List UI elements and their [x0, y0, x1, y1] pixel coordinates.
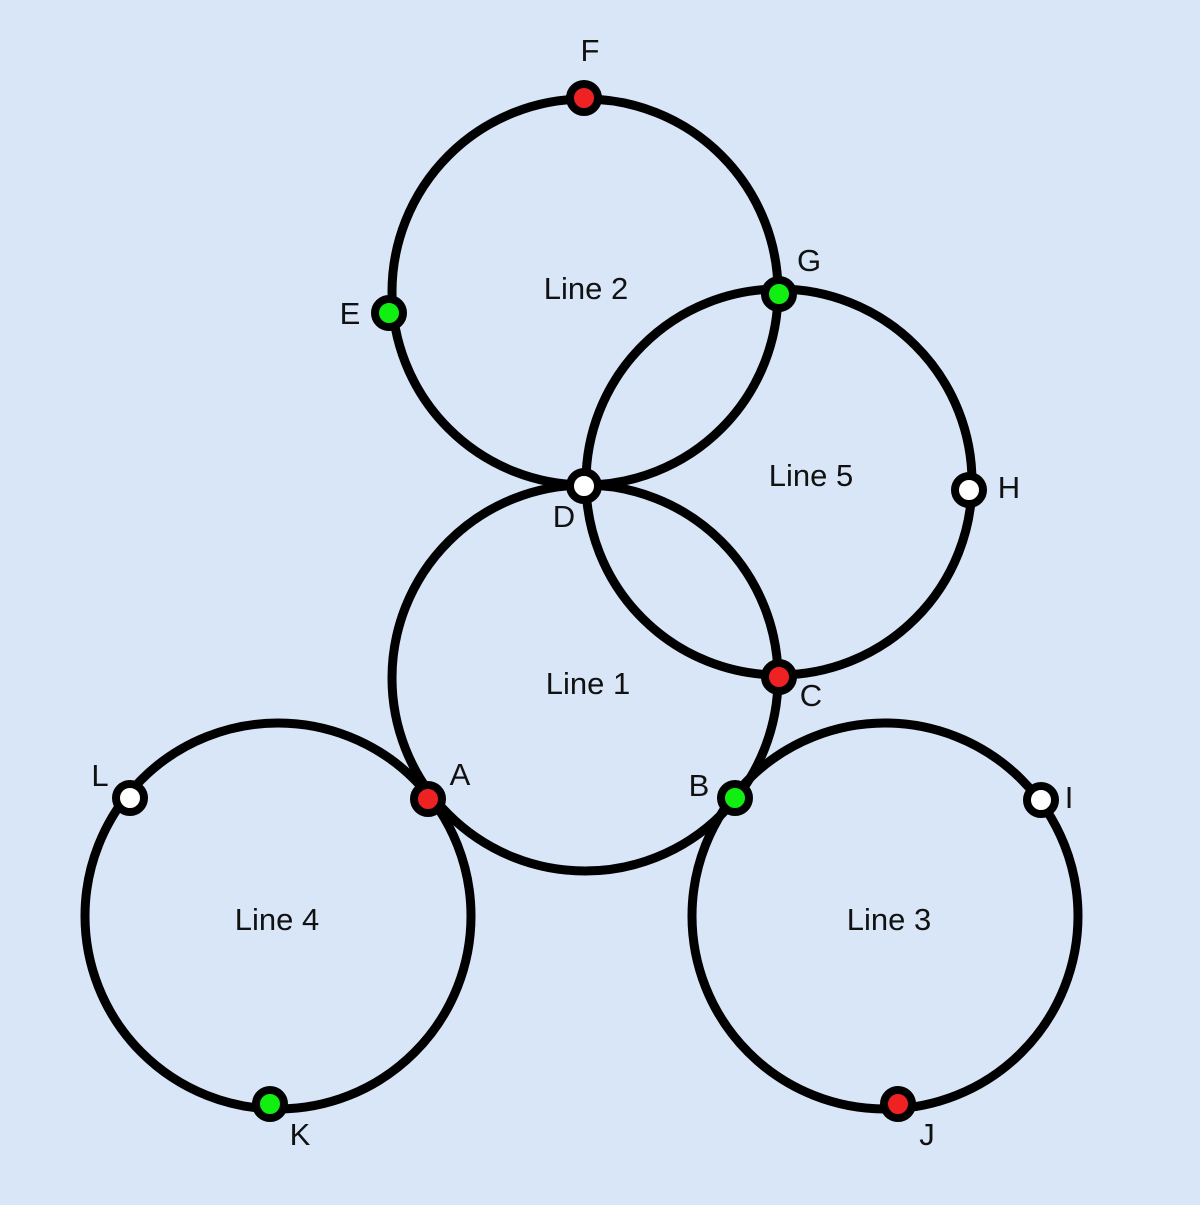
station-h[interactable]: H — [951, 470, 1020, 508]
line-3-label: Line 3 — [847, 902, 931, 937]
station-l-label: L — [91, 758, 108, 793]
stations: A B C D E F G H — [91, 33, 1073, 1152]
station-k-marker[interactable] — [252, 1086, 288, 1122]
station-c[interactable]: C — [761, 659, 822, 713]
station-a-marker[interactable] — [410, 781, 446, 817]
line-labels: Line 1 Line 2 Line 3 Line 4 Line 5 — [235, 271, 931, 937]
line-2-label: Line 2 — [544, 271, 628, 306]
station-d[interactable]: D — [553, 468, 602, 534]
station-b[interactable]: B — [689, 768, 753, 816]
station-i-label: I — [1065, 780, 1074, 815]
station-j-label: J — [919, 1117, 935, 1152]
station-l[interactable]: L — [91, 758, 148, 816]
station-d-marker[interactable] — [566, 468, 602, 504]
station-g-label: G — [797, 243, 821, 278]
station-a-label: A — [450, 757, 471, 792]
station-g[interactable]: G — [761, 243, 821, 312]
station-i[interactable]: I — [1023, 780, 1074, 818]
station-c-label: C — [800, 678, 822, 713]
station-h-label: H — [998, 470, 1020, 505]
line-5-label: Line 5 — [769, 458, 853, 493]
station-l-marker[interactable] — [112, 780, 148, 816]
station-i-marker[interactable] — [1023, 782, 1059, 818]
station-h-marker[interactable] — [951, 472, 987, 508]
station-f[interactable]: F — [566, 33, 602, 116]
line-1-label: Line 1 — [546, 666, 630, 701]
station-c-marker[interactable] — [761, 659, 797, 695]
station-e-marker[interactable] — [371, 295, 407, 331]
station-e-label: E — [340, 296, 361, 331]
station-j-marker[interactable] — [880, 1086, 916, 1122]
station-b-label: B — [689, 768, 710, 803]
station-f-marker[interactable] — [566, 80, 602, 116]
station-j[interactable]: J — [880, 1086, 935, 1152]
station-g-marker[interactable] — [761, 276, 797, 312]
station-f-label: F — [581, 33, 600, 68]
line-4-label: Line 4 — [235, 902, 319, 937]
station-b-marker[interactable] — [717, 780, 753, 816]
station-e[interactable]: E — [340, 295, 407, 331]
station-k[interactable]: K — [252, 1086, 311, 1152]
station-a[interactable]: A — [410, 757, 471, 817]
line-circles — [80, 94, 1083, 1114]
station-k-label: K — [290, 1117, 311, 1152]
station-d-label: D — [553, 499, 575, 534]
